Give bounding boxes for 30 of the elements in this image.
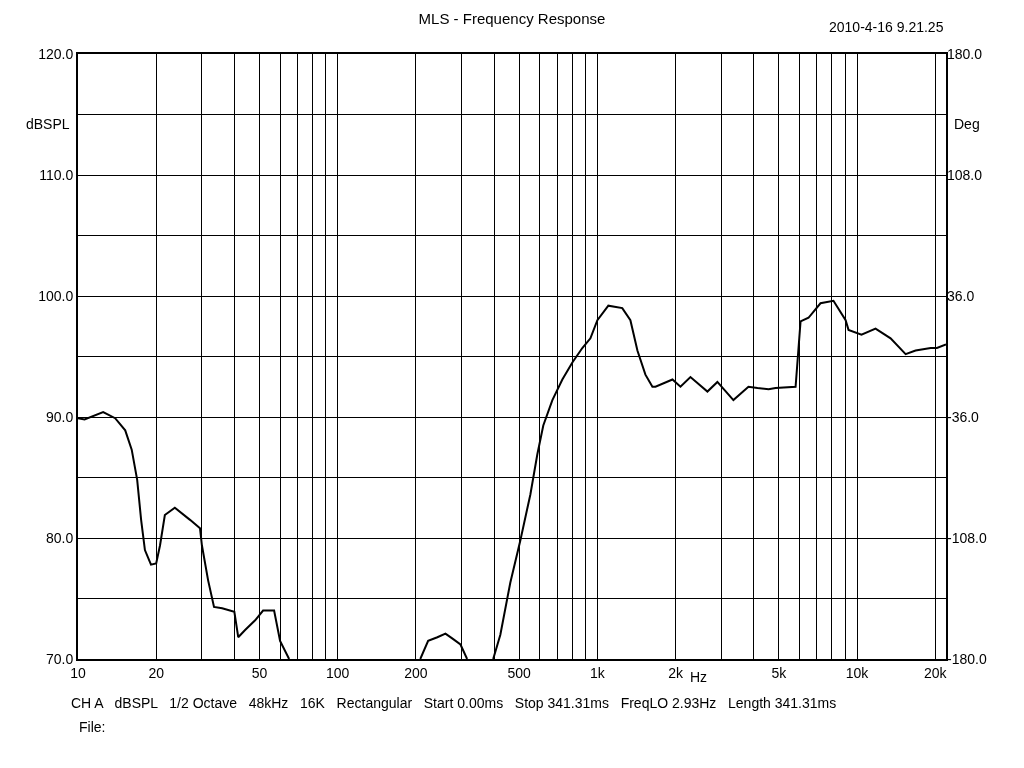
y-axis-title: dBSPL bbox=[26, 116, 70, 132]
x-tick-label: 20 bbox=[148, 664, 165, 681]
x-tick-label: 50 bbox=[251, 664, 268, 681]
y2-tick-label: -108.0 bbox=[947, 529, 987, 546]
y-tick-label: 90.0 bbox=[45, 408, 74, 425]
y-tick-label: 110.0 bbox=[39, 166, 74, 183]
text: 2010-4-16 9.21.25 bbox=[829, 19, 944, 35]
y2-tick-label: -180.0 bbox=[947, 650, 987, 667]
x-tick-label: 10 bbox=[70, 664, 86, 681]
y2-tick-label: -36.0 bbox=[947, 408, 980, 425]
y2-tick-label: 108.0 bbox=[947, 166, 983, 183]
x-tick-label: 200 bbox=[404, 664, 428, 681]
chart-title: MLS - Frequency Response bbox=[418, 10, 606, 28]
y-tick-label: 120.0 bbox=[38, 45, 74, 62]
x-tick-label: 100 bbox=[326, 664, 350, 681]
text: File: bbox=[79, 719, 106, 735]
text: CH A dBSPL 1/2 Octave 48kHz 16K Rectangular Start 0.00ms Stop 341.31ms FreqLO 2.93Hz Length 341.31ms bbox=[71, 695, 837, 711]
x-tick-label: 10k bbox=[845, 664, 870, 681]
y2-axis-title: Deg bbox=[954, 116, 980, 132]
x-tick-label: 20k bbox=[923, 664, 948, 681]
y-tick-label: 100.0 bbox=[38, 287, 74, 304]
y2-tick-label: 180.0 bbox=[947, 45, 983, 62]
x-tick-label: 500 bbox=[507, 664, 532, 681]
x-tick-label: 1k bbox=[589, 664, 606, 681]
x-tick-label: 2k bbox=[668, 664, 684, 681]
x-axis-title: Hz bbox=[690, 669, 708, 685]
x-tick-label: 5k bbox=[771, 664, 788, 681]
y-tick-label: 70.0 bbox=[45, 650, 74, 667]
y2-tick-label: 36.0 bbox=[947, 287, 975, 304]
y-tick-label: 80.0 bbox=[45, 529, 74, 546]
